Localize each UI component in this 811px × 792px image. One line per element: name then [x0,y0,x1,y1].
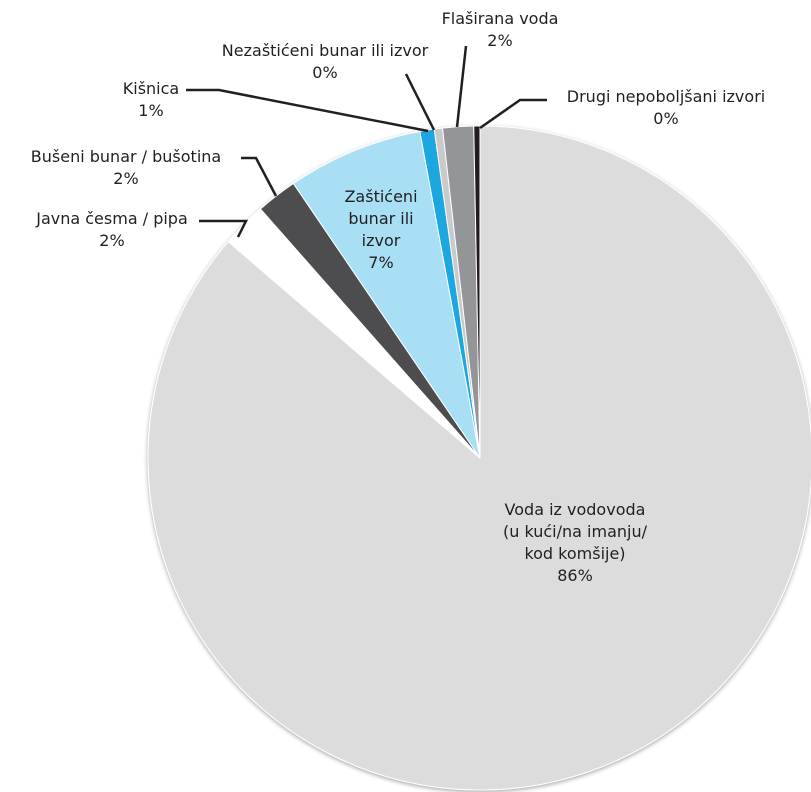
leader-lines [186,45,547,238]
pie-slice-3 [292,130,481,459]
leader-line-5 [404,73,436,131]
slice-value-label: 2% [99,231,124,250]
slice-label-5: Nezaštićeni bunar ili izvor 0% [222,41,429,82]
slice-value-label: 7% [368,253,393,272]
slice-category-label: Zaštićeni [344,187,417,206]
slice-category-label: Javna česma / pipa [35,209,188,228]
slice-value-label: 2% [487,31,512,50]
slice-value-label: 1% [138,101,163,120]
slice-category-label: Kišnica [123,79,179,98]
slice-label-4: Kišnica 1% [123,79,179,120]
leader-line-7 [479,98,547,130]
slice-category-label: Bušeni bunar / bušotina [31,147,221,166]
leader-line-6 [455,45,468,128]
slice-category-label: Nezaštićeni bunar ili izvor [222,41,429,60]
pie-slice-7 [473,125,481,459]
slice-value-label: 0% [653,109,678,128]
leader-line-2 [241,156,278,197]
slice-category-label: bunar ili [348,209,413,228]
slice-label-1: Javna česma / pipa 2% [35,209,188,250]
slice-category-label: Drugi nepoboljšani izvori [567,87,765,106]
slice-labels: Voda iz vodovoda (u kući/na imanju/kod ko… [31,9,765,585]
slice-value-label: 0% [312,63,337,82]
slice-label-7: Drugi nepoboljšani izvori 0% [567,87,765,128]
pie-slices [147,125,811,791]
leader-line-4 [186,88,429,133]
slice-value-label: 86% [557,566,593,585]
slice-category-label: izvor [362,231,401,250]
leader-line-1 [199,219,249,238]
slice-category-label: kod komšije) [524,544,625,563]
slice-category-label: Voda iz vodovoda [505,500,646,519]
slice-label-0: Voda iz vodovoda (u kući/na imanju/kod ko… [503,500,648,585]
slice-category-label: (u kući/na imanju/ [503,522,648,541]
slice-label-2: Bušeni bunar / bušotina 2% [31,147,221,188]
slice-label-3: Zaštićeni bunar ili izvor 7% [344,187,417,272]
slice-value-label: 2% [113,169,138,188]
slice-label-6: Flaširana voda 2% [442,9,559,50]
slice-category-label: Flaširana voda [442,9,559,28]
